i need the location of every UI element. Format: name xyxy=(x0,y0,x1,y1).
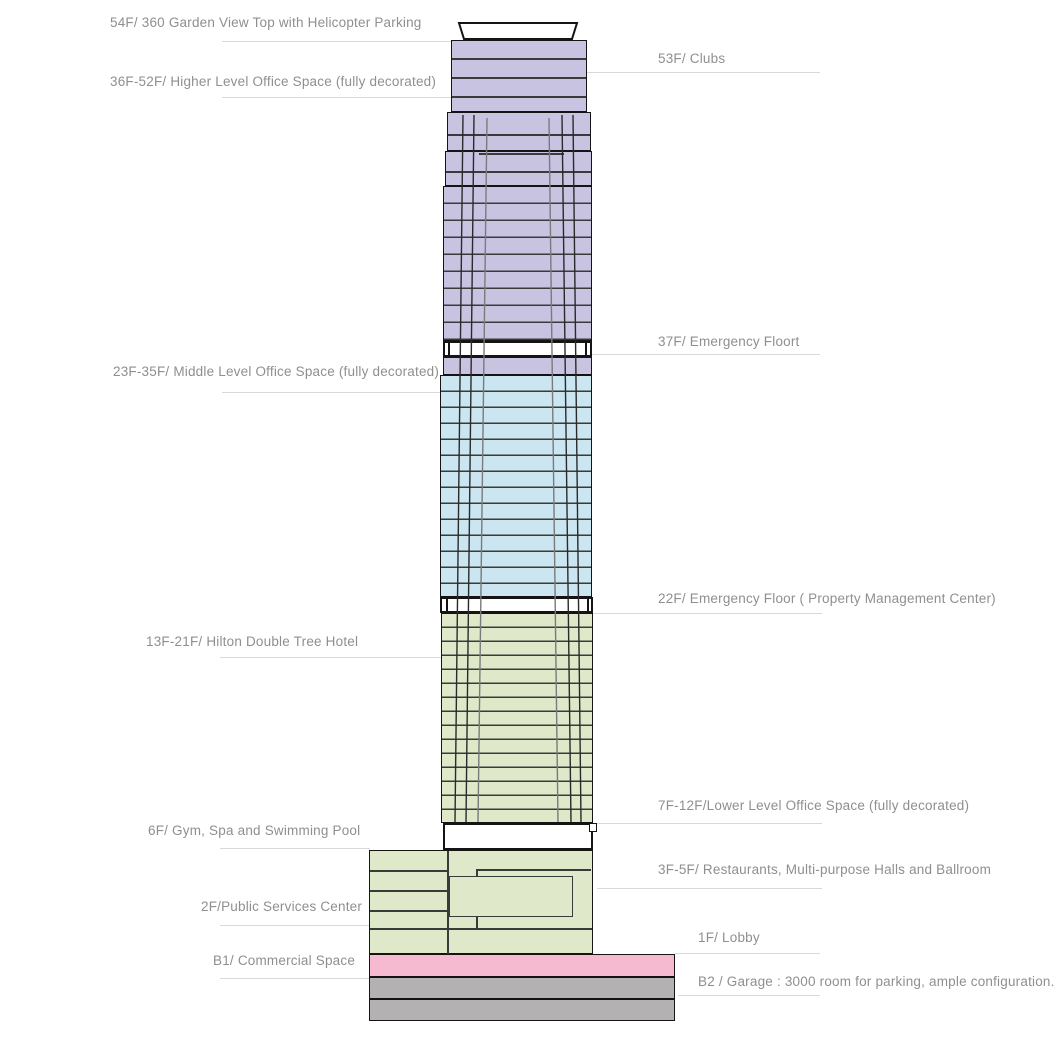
podium-divider xyxy=(447,851,449,955)
podium-1f-5f xyxy=(369,850,593,955)
label-3-5f-restaurants: 3F-5F/ Restaurants, Multi-purpose Halls … xyxy=(658,862,992,877)
label-1f-lobby: 1F/ Lobby xyxy=(698,930,760,945)
lobby-ceiling-line xyxy=(370,928,592,930)
leader-line-b1 xyxy=(220,978,369,979)
gym-spa-floor-6f xyxy=(443,823,593,850)
leader-line-54f xyxy=(222,41,451,42)
label-13-21f-hotel: 13F-21F/ Hilton Double Tree Hotel xyxy=(146,634,359,649)
label-37f-emergency: 37F/ Emergency Floort xyxy=(658,334,800,349)
floor-line xyxy=(448,134,590,136)
emergency-floor-37f xyxy=(443,341,592,357)
label-36-52f-higher-office: 36F-52F/ Higher Level Office Space (full… xyxy=(110,74,437,89)
commercial-b1-band xyxy=(369,954,675,977)
section-36f-floor xyxy=(443,357,592,375)
emergency-floor-22f xyxy=(440,597,593,613)
section-middle-office xyxy=(440,375,592,597)
leader-line-22f xyxy=(593,613,822,614)
wall-stub xyxy=(476,917,478,929)
floor-line xyxy=(446,171,591,173)
leader-line-1f xyxy=(675,953,820,954)
label-54f-garden-view: 54F/ 360 Garden View Top with Helicopter… xyxy=(110,15,422,30)
label-22f-emergency: 22F/ Emergency Floor ( Property Manageme… xyxy=(658,591,996,606)
leader-line-3-5f xyxy=(597,888,822,889)
helipad-roof xyxy=(457,22,579,40)
section-upper-office-shaft xyxy=(443,186,592,341)
label-23-35f-middle-office: 23F-35F/ Middle Level Office Space (full… xyxy=(113,364,440,379)
garage-b2-band-2 xyxy=(369,999,675,1021)
label-b2-garage: B2 / Garage : 3000 room for parking, amp… xyxy=(698,974,1055,989)
leader-line-6f xyxy=(220,848,370,849)
floor-line xyxy=(370,890,447,892)
label-6f-gym-spa: 6F/ Gym, Spa and Swimming Pool xyxy=(148,823,361,838)
label-2f-public-services: 2F/Public Services Center xyxy=(201,899,363,914)
label-7-12f-lower-office: 7F-12F/Lower Level Office Space (fully d… xyxy=(658,798,970,813)
leader-line-13-21f xyxy=(220,657,441,658)
wall-stub xyxy=(476,869,478,877)
floor-line xyxy=(370,870,447,872)
label-53f-clubs: 53F/ Clubs xyxy=(658,51,726,66)
roof-notch xyxy=(589,823,597,832)
section-upper-office-crown xyxy=(451,40,587,112)
label-b1-commercial: B1/ Commercial Space xyxy=(213,953,356,968)
leader-line-b2 xyxy=(678,995,820,996)
leader-line-7-12f xyxy=(595,823,822,824)
ballroom-box xyxy=(449,876,573,917)
leader-line-23-35f xyxy=(222,392,440,393)
floor-line xyxy=(370,910,447,912)
leader-line-2f xyxy=(220,925,370,926)
leader-line-36-52f xyxy=(222,97,451,98)
section-upper-office-step2 xyxy=(447,112,591,151)
setback-edge-line xyxy=(479,153,564,155)
leader-line-53f xyxy=(587,72,820,73)
section-upper-office-step3 xyxy=(445,151,592,186)
floor-line xyxy=(476,869,591,871)
leader-line-37f xyxy=(592,354,820,355)
section-hotel-and-lower-office xyxy=(441,613,593,823)
garage-b2-band-1 xyxy=(369,977,675,999)
